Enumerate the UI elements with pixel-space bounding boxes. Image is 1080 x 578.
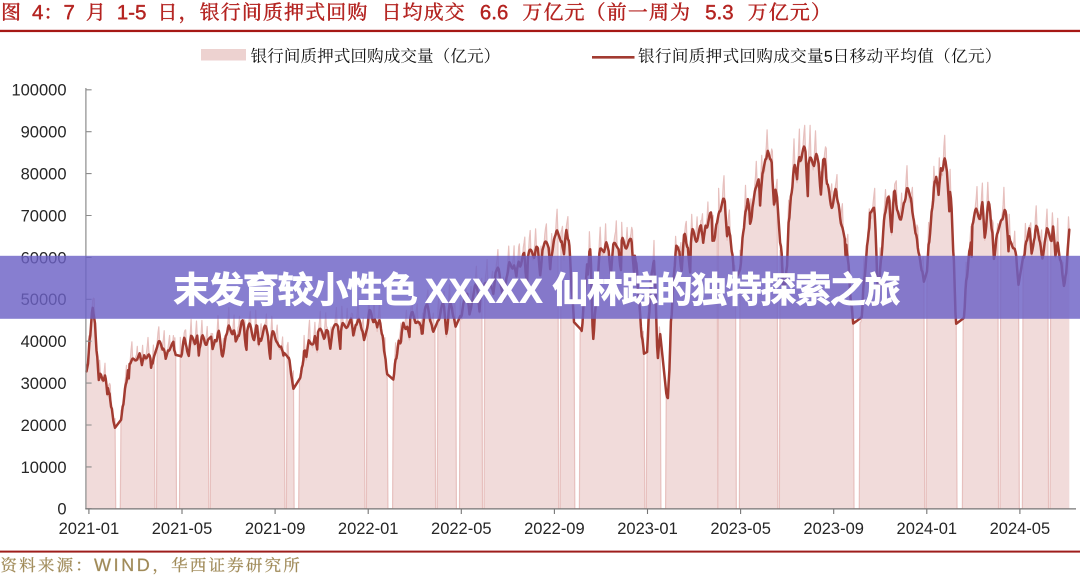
svg-text:80000: 80000 [21, 166, 67, 184]
svg-text:2021-01: 2021-01 [59, 520, 120, 538]
svg-text:70000: 70000 [21, 207, 67, 225]
svg-text:2023-05: 2023-05 [710, 520, 771, 538]
svg-text:2021-05: 2021-05 [152, 520, 213, 538]
svg-text:2024-05: 2024-05 [990, 520, 1051, 538]
svg-text:10000: 10000 [21, 459, 67, 477]
svg-text:100000: 100000 [11, 82, 66, 100]
svg-text:2023-01: 2023-01 [617, 520, 678, 538]
svg-text:2022-09: 2022-09 [524, 520, 585, 538]
svg-text:2022-05: 2022-05 [431, 520, 492, 538]
svg-text:2024-01: 2024-01 [897, 520, 958, 538]
svg-text:90000: 90000 [21, 124, 67, 142]
svg-text:0: 0 [57, 501, 66, 519]
svg-text:20000: 20000 [21, 417, 67, 435]
svg-text:2023-09: 2023-09 [803, 520, 864, 538]
svg-text:30000: 30000 [21, 375, 67, 393]
svg-text:40000: 40000 [21, 333, 67, 351]
svg-text:2021-09: 2021-09 [245, 520, 306, 538]
svg-text:2022-01: 2022-01 [338, 520, 399, 538]
